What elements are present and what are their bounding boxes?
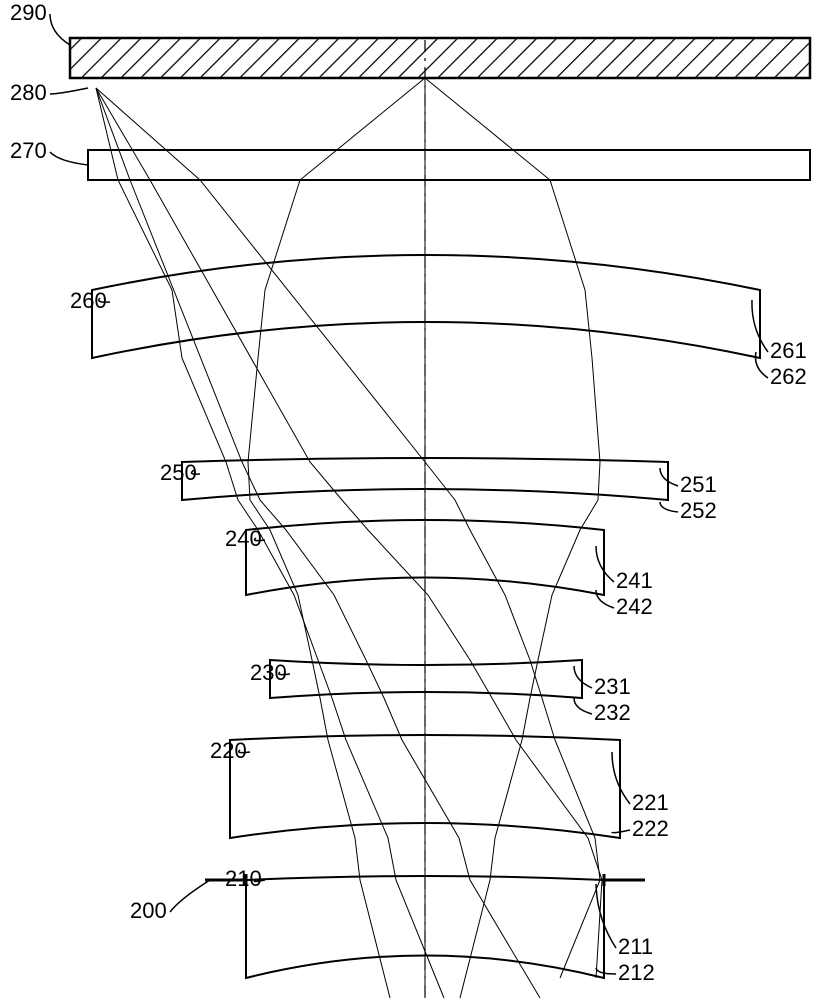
image-plane: [70, 38, 810, 78]
label-260: 260: [70, 288, 107, 313]
leader-262: [756, 352, 769, 378]
label-252: 252: [680, 498, 717, 523]
label-290: 290: [10, 0, 47, 25]
leader-280: [50, 88, 88, 94]
label-251: 251: [680, 472, 717, 497]
ray-2: [425, 78, 600, 998]
filter-plate: [88, 150, 810, 180]
lens-230: [270, 660, 582, 698]
ray-3: [96, 88, 540, 998]
label-231: 231: [594, 674, 631, 699]
label-211: 211: [618, 934, 653, 959]
label-262: 262: [770, 364, 807, 389]
label-250: 250: [160, 460, 197, 485]
label-230: 230: [250, 660, 287, 685]
leader-270: [50, 152, 88, 165]
label-232: 232: [594, 700, 631, 725]
label-241: 241: [616, 568, 653, 593]
ray-6: [96, 88, 600, 978]
ray-1: [248, 78, 425, 998]
label-221: 221: [632, 790, 669, 815]
label-212: 212: [618, 960, 655, 985]
leader-290: [50, 14, 70, 45]
leader-232: [574, 698, 592, 714]
label-240: 240: [225, 526, 262, 551]
leader-252: [660, 502, 678, 512]
leader-212: [596, 968, 616, 974]
label-270: 270: [10, 138, 47, 163]
leader-211: [596, 884, 616, 948]
lens-260: [92, 255, 760, 358]
label-280: 280: [10, 80, 47, 105]
label-222: 222: [632, 816, 669, 841]
label-242: 242: [616, 594, 653, 619]
label-261: 261: [770, 338, 807, 363]
label-220: 220: [210, 738, 247, 763]
ray-5: [96, 88, 602, 978]
label-200: 200: [130, 898, 167, 923]
optical-lens-diagram: 2902802702602502402302202102002612622512…: [0, 0, 831, 1000]
label-210: 210: [225, 866, 262, 891]
leader-200: [170, 880, 210, 912]
